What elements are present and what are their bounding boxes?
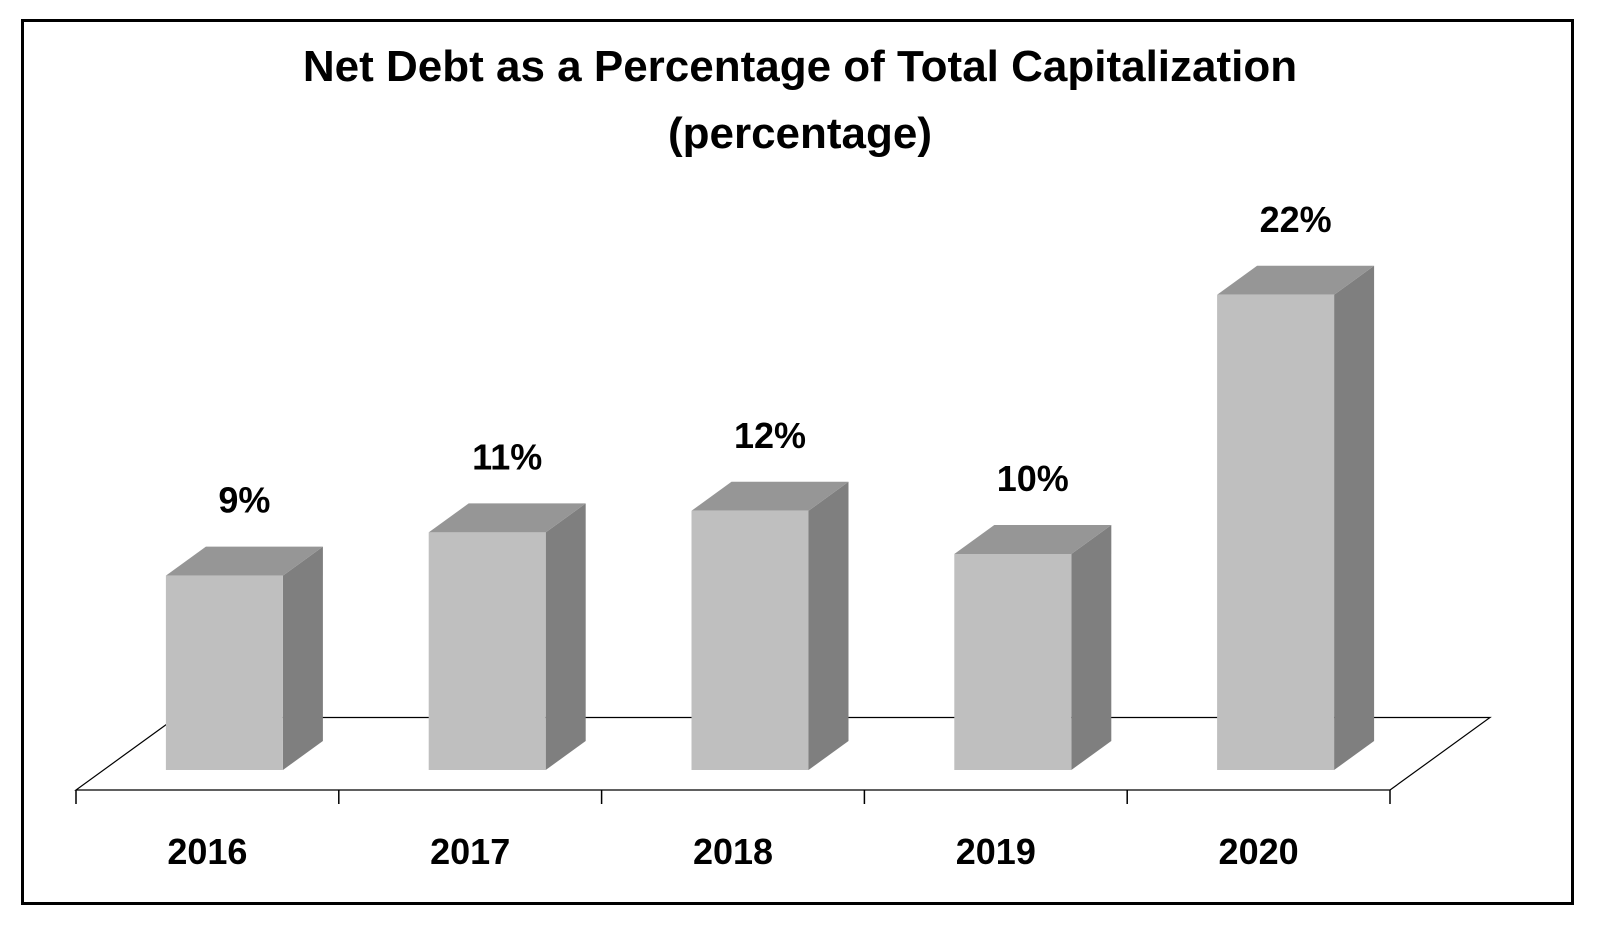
bars (165, 265, 1375, 770)
chart-title: Net Debt as a Percentage of Total Capita… (303, 42, 1297, 91)
data-label-2017: 11% (472, 436, 542, 477)
bar-front-face (165, 575, 283, 770)
x-axis: 2016 2017 2018 2019 2020 (75, 790, 1391, 872)
bar-2016 (165, 546, 323, 770)
x-tick-label-2019: 2019 (956, 831, 1036, 872)
bar-top-face (691, 481, 849, 511)
x-tick-label-2020: 2020 (1219, 831, 1299, 872)
bar-top-face (1217, 265, 1375, 295)
bar-2020 (1217, 265, 1375, 770)
bar-top-face (428, 503, 586, 533)
bar-front-face (691, 510, 809, 770)
bar-front-face (954, 554, 1072, 770)
bar-2018 (691, 481, 849, 770)
bar-top-face (165, 546, 323, 576)
bar-side-face (1334, 265, 1375, 770)
chart-subtitle: (percentage) (668, 109, 932, 158)
x-tick-label-2016: 2016 (167, 831, 247, 872)
bar-side-face (808, 481, 849, 770)
x-tick-label-2018: 2018 (693, 831, 773, 872)
data-label-2016: 9% (218, 480, 270, 521)
bar-top-face (954, 525, 1112, 554)
bar-side-face (282, 546, 323, 770)
bar-side-face (1071, 525, 1112, 770)
bar-front-face (1217, 294, 1335, 770)
data-label-2020: 22% (1260, 199, 1332, 240)
bar-2017 (428, 503, 586, 770)
data-label-2019: 10% (997, 458, 1069, 499)
bar-side-face (545, 503, 586, 770)
bar-front-face (428, 532, 546, 770)
x-tick-label-2017: 2017 (430, 831, 510, 872)
data-label-2018: 12% (734, 415, 806, 456)
bar-2019 (954, 525, 1112, 770)
data-labels: 9% 11% 12% 10% 22% (218, 199, 1331, 521)
